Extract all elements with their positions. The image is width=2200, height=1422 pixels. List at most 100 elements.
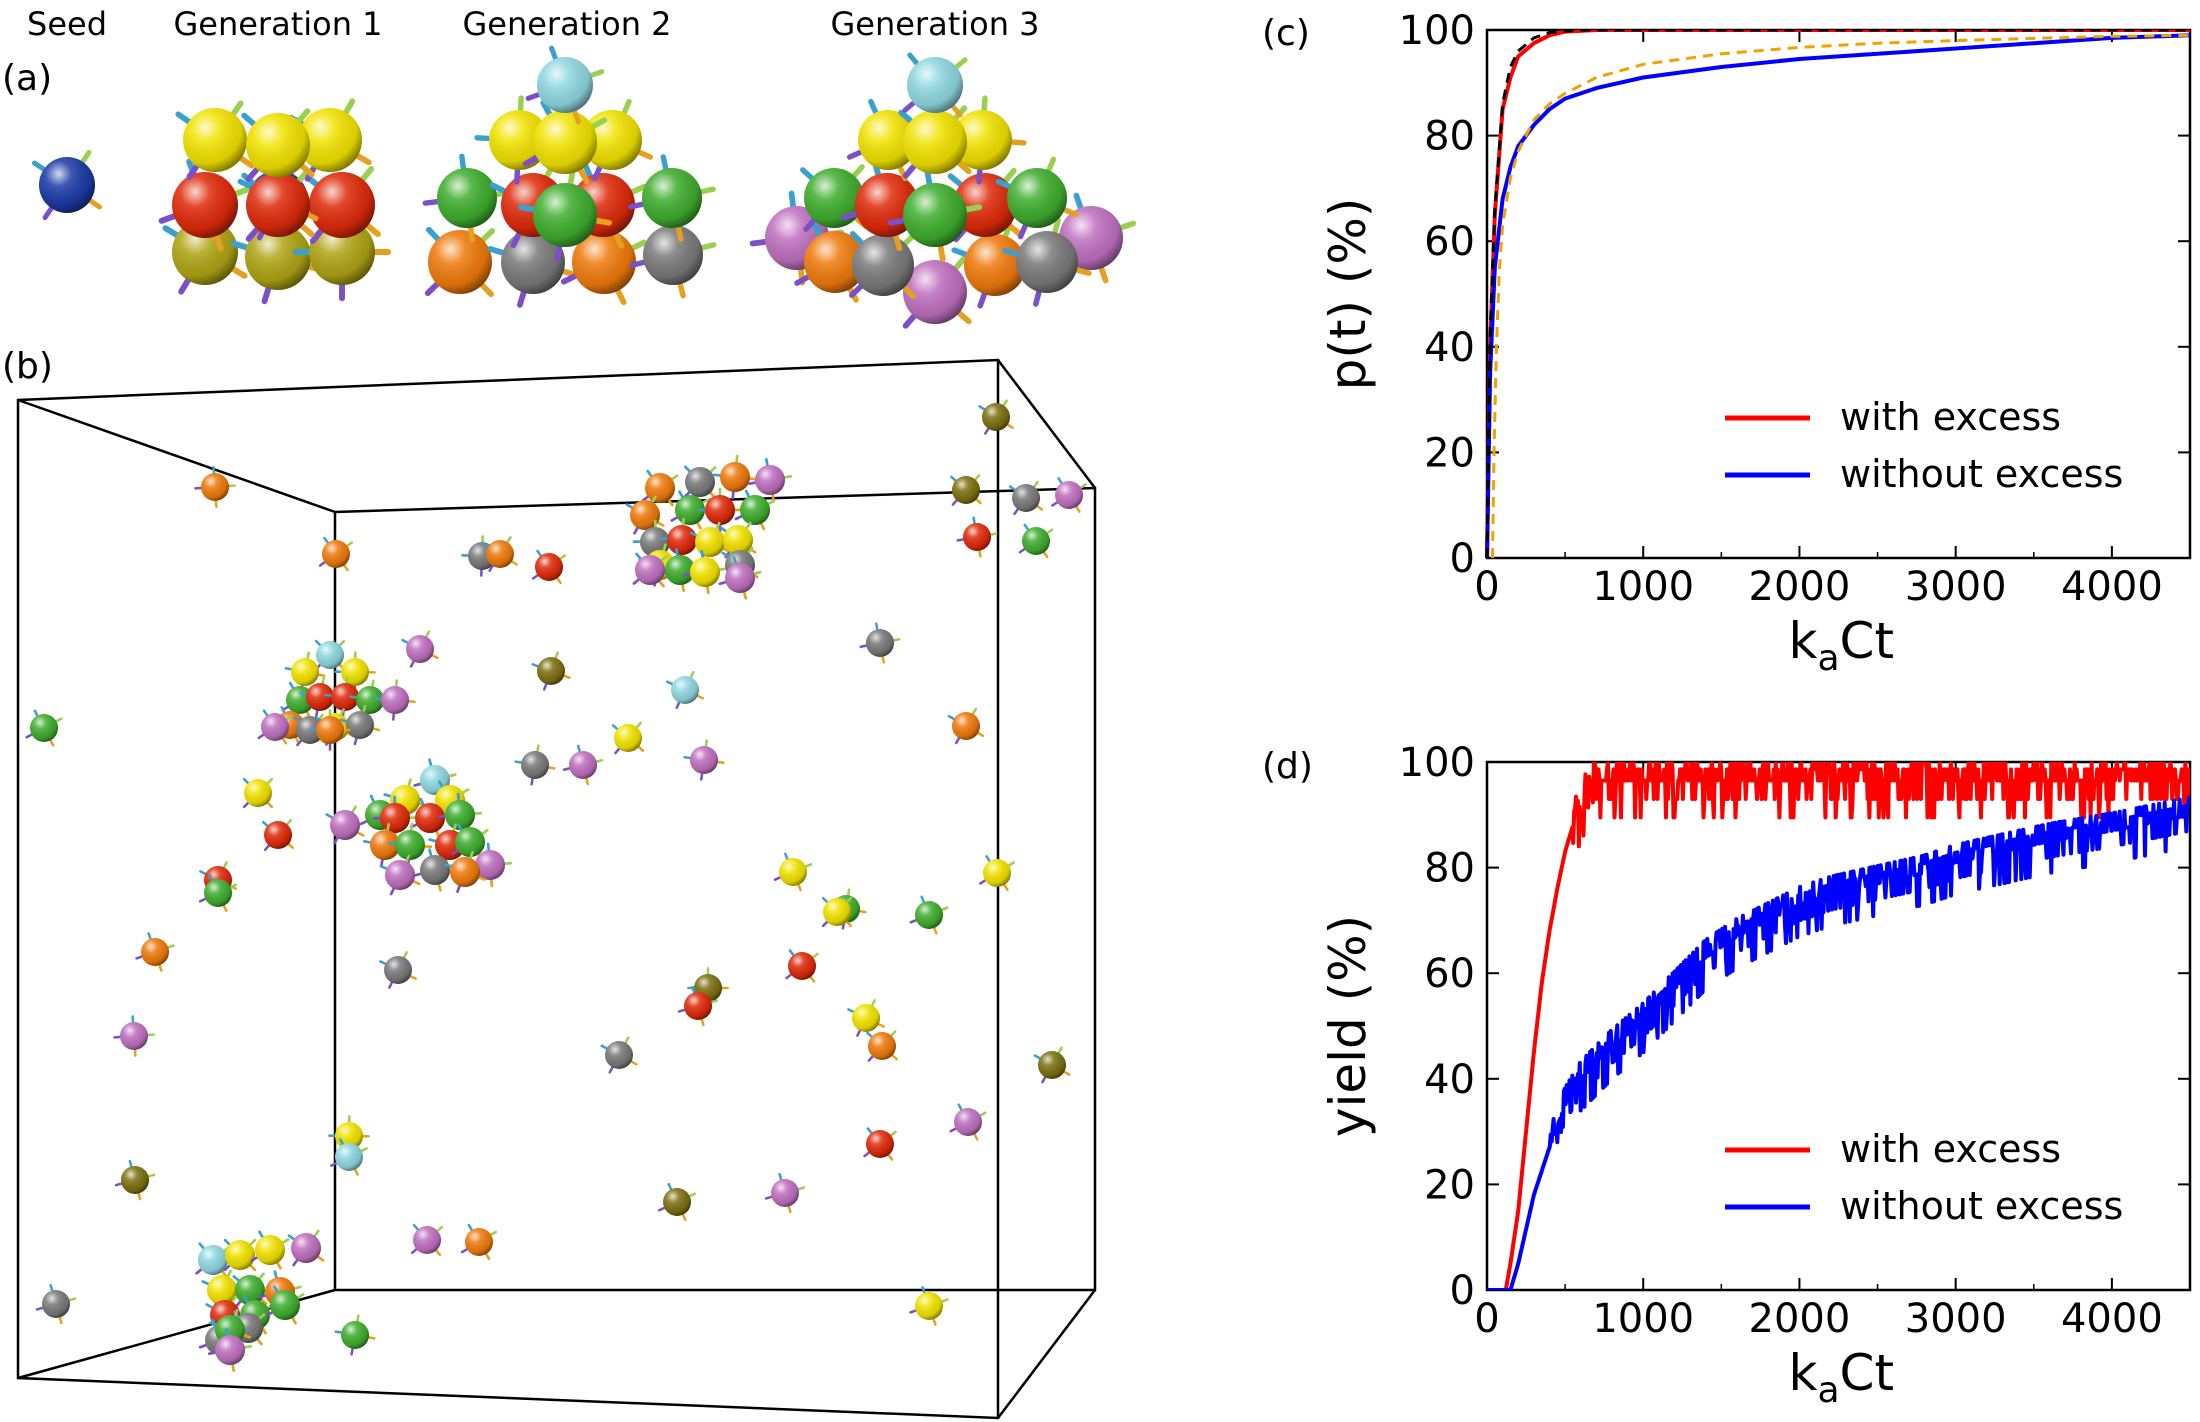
chart-d-legend: with excess without excess [1725,1127,2123,1228]
particle-purple [410,1223,444,1257]
particle-purple [949,1103,987,1141]
particle-green [422,153,512,243]
particle-yellow [909,1286,949,1326]
particle-orange [194,466,236,508]
particle-purple [898,255,972,329]
particle-yellow [223,1238,257,1272]
particle-red [299,676,341,718]
chart-c-legend-label: with excess [1840,395,2061,439]
panel-c: (c) 0 1000 2000 3000 4000 0 20 40 60 80 100 kaCt p(t… [1262,8,2192,679]
particle-purple [718,556,762,600]
particle-red [863,1127,897,1161]
particle-orange [362,822,408,868]
particle-green [232,1272,268,1308]
particle-yellow [847,999,885,1037]
particle-red [677,985,719,1027]
particle-yellow [898,105,972,179]
chart-c-xtick-label: 1000 [1592,564,1694,610]
particle-red [241,168,315,242]
particle-purple [683,739,725,781]
particle-dark_olive [114,1159,156,1201]
chart-c-xlabel-tail: Ct [1840,612,1895,670]
particle-gray [1002,217,1092,307]
particle-yellow [682,549,728,595]
chart-c-ytick-label: 80 [1424,114,1475,160]
panel-a: Seed Generation 1 Generation 2 Generatio… [2,5,1137,329]
chart-d-series-with-excess [1485,762,2190,1290]
header-generation-3: Generation 3 [830,5,1039,43]
particle-blue [31,149,103,221]
panel-d: (d) 0 1000 2000 3000 4000 0 20 40 60 80 100 kaCt yie… [1262,740,2192,1411]
chart-d-series-group [1485,762,2190,1290]
particle-green [451,823,489,861]
chart-c-series-fit-3 [1491,33,2190,558]
particle-orange [866,1030,898,1062]
particle-red [956,516,998,558]
particle-purple [401,630,439,668]
panel-label-b: (b) [2,346,53,387]
particle-gray [848,230,918,300]
chart-c-xlabel-k: k [1789,612,1818,670]
particle-purple [747,457,793,503]
particle-purple [764,1172,806,1214]
particle-yellow [288,98,372,182]
particle-yellow [284,651,326,693]
particle-green [349,679,391,721]
chart-d-series-without-excess [1485,795,2190,1290]
panel-label-c: (c) [1262,13,1310,54]
particle-orange [424,226,496,298]
chart-c-xtick-label: 2000 [1749,564,1851,610]
chart-c-ytick-label: 100 [1399,8,1475,54]
chart-c-xtick-label: 4000 [2061,564,2163,610]
particle-green [198,873,238,913]
particle-green [670,490,710,530]
chart-d-xtick-label: 2000 [1749,1296,1851,1342]
particle-cyan [525,45,605,125]
particle-purple [287,1229,325,1267]
chart-d-ylabel: yield (%) [1319,915,1377,1137]
particle-yellow [979,855,1015,891]
particle-purple [207,1327,253,1373]
particle-gray [35,1283,77,1325]
header-generation-1: Generation 1 [173,5,382,43]
particle-green [334,1314,376,1356]
chart-d-ytick-label: 60 [1424,951,1475,997]
chart-c-series-without-excess [1485,33,2190,558]
particle-red [303,166,381,244]
particle-dark_olive [1033,1046,1071,1084]
particle-cloud [25,399,1087,1373]
simulation-box [16,358,1097,1420]
particle-green [265,1285,305,1325]
particle-gray [600,1036,638,1074]
particle-yellow [522,99,608,185]
particle-green [888,168,982,262]
particle-yellow [250,1230,290,1270]
particle-gray [379,951,417,989]
chart-c-series-group [1485,30,2190,558]
particle-gray [514,744,556,786]
header-generation-2: Generation 2 [462,5,671,43]
panel-label-d: (d) [1262,746,1313,787]
particle-cyan [330,1138,368,1176]
chart-d-xtick-label: 0 [1474,1296,1499,1342]
particle-yellow [689,521,731,563]
particle-cyan [314,639,346,671]
particle-purple [1051,477,1087,513]
particle-yellow [937,95,1027,185]
chart-c-series-with-excess [1485,30,2190,558]
particle-red [531,549,567,585]
particle-red [261,818,295,852]
particle-purple [632,552,668,588]
particle-green [518,168,612,262]
particle-orange [625,495,665,535]
particle-green [657,547,703,593]
particle-yellow [773,852,813,892]
particle-dark_olive [531,651,571,691]
particle-purple [379,854,421,896]
particle-orange [318,536,354,572]
particle-dark_olive [950,474,982,506]
chart-d-xlabel-k: k [1789,1344,1818,1402]
chart-c-ytick-label: 60 [1424,219,1475,265]
particle-yellow [474,95,564,185]
particle-gray [629,211,717,299]
